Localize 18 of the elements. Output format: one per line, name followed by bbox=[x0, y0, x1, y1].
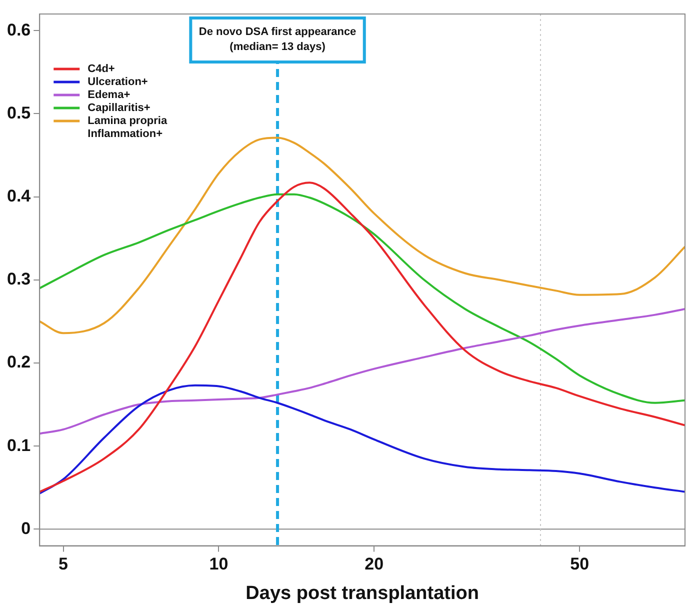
x-tick-label: 5 bbox=[58, 554, 68, 574]
y-tick-label: 0.6 bbox=[6, 20, 31, 40]
legend-label: Lamina propria Inflammation+ bbox=[88, 115, 168, 140]
y-tick-label: 0.1 bbox=[6, 436, 31, 455]
ref-line-label: De novo DSA first appearance (median= 13 days) bbox=[198, 26, 356, 54]
x-tick-label: 20 bbox=[364, 554, 384, 574]
y-tick-label: 0 bbox=[21, 518, 31, 538]
legend-label: Capillaritis+ bbox=[88, 102, 150, 114]
x-axis-title: Days post transplantation bbox=[246, 582, 479, 604]
legend-label: Edema+ bbox=[88, 89, 130, 102]
legend-label: Ulceration+ bbox=[88, 76, 148, 88]
y-tick-label: 0.2 bbox=[6, 352, 31, 372]
y-tick-label: 0.5 bbox=[6, 103, 31, 122]
x-tick-label: 50 bbox=[570, 554, 590, 574]
legend-label: C4d+ bbox=[88, 63, 115, 76]
y-tick-label: 0.3 bbox=[6, 270, 31, 289]
x-tick-label: 10 bbox=[209, 554, 228, 574]
y-tick-label: 0.4 bbox=[6, 186, 32, 206]
